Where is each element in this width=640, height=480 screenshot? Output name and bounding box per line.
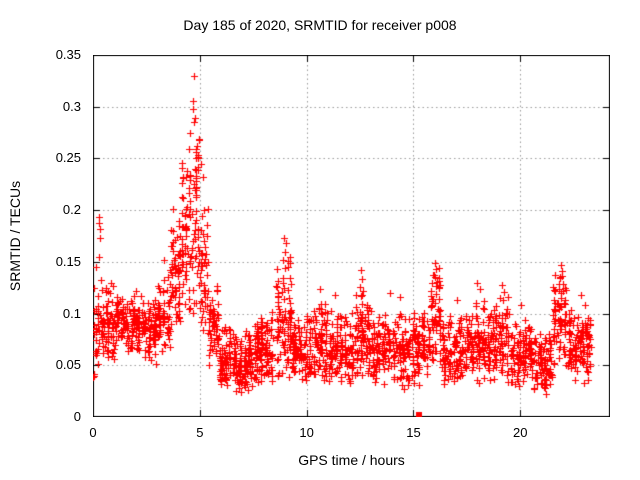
chart-title: Day 185 of 2020, SRMTID for receiver p00… (183, 17, 457, 33)
y-tick-label: 0.15 (55, 253, 81, 269)
y-tick-label: 0.1 (62, 305, 81, 321)
x-tick-label: 20 (513, 425, 528, 440)
x-tick-label: 0 (89, 425, 97, 440)
y-tick-label: 0.2 (62, 202, 81, 218)
x-tick-label: 15 (406, 425, 421, 440)
y-tick-label: 0.3 (62, 98, 81, 114)
y-tick-label: 0 (73, 409, 81, 424)
y-tick-label: 0.35 (55, 47, 81, 62)
y-tick-label: 0.25 (55, 150, 81, 166)
plot-area (93, 55, 610, 417)
y-tick-label: 0.05 (55, 357, 81, 373)
x-tick-label: 10 (299, 425, 314, 440)
x-axis-label: GPS time / hours (298, 452, 405, 468)
x-tick-label: 5 (196, 425, 204, 440)
